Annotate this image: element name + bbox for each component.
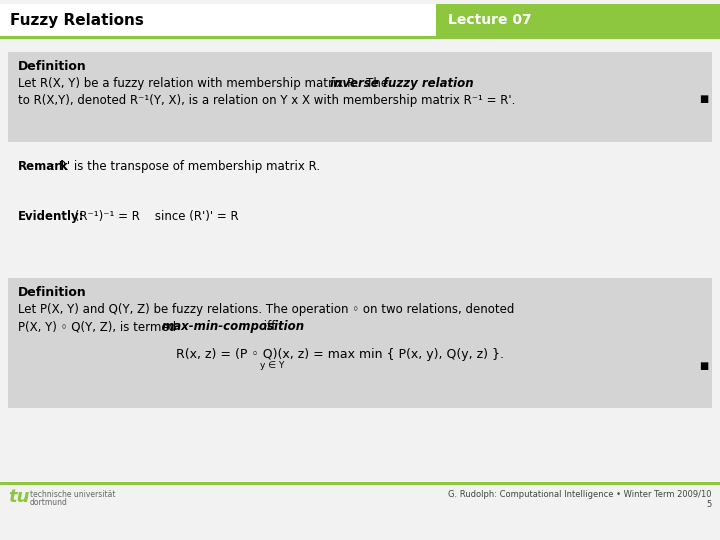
Text: P(X, Y) ◦ Q(Y, Z), is termed: P(X, Y) ◦ Q(Y, Z), is termed: [18, 320, 180, 333]
Bar: [8, 52, 712, 142]
Text: Evidently:: Evidently:: [18, 210, 84, 223]
Text: dortmund: dortmund: [30, 498, 68, 507]
Text: iff: iff: [261, 320, 276, 333]
Text: Fuzzy Relations: Fuzzy Relations: [10, 12, 144, 28]
Text: ■: ■: [698, 94, 708, 104]
Text: technische universität: technische universität: [30, 490, 115, 499]
Text: : R' is the transpose of membership matrix R.: : R' is the transpose of membership matr…: [51, 160, 320, 173]
Text: Let P(X, Y) and Q(Y, Z) be fuzzy relations. The operation ◦ on two relations, de: Let P(X, Y) and Q(Y, Z) be fuzzy relatio…: [18, 303, 514, 316]
Text: tu: tu: [8, 488, 30, 506]
Text: ■: ■: [698, 361, 708, 371]
Text: inverse fuzzy relation: inverse fuzzy relation: [330, 77, 474, 90]
Bar: [0, 4, 720, 36]
Text: Definition: Definition: [18, 286, 86, 299]
Text: (R⁻¹)⁻¹ = R    since (R')' = R: (R⁻¹)⁻¹ = R since (R')' = R: [71, 210, 239, 223]
Text: to R(X,Y), denoted R⁻¹(Y, X), is a relation on Y x X with membership matrix R⁻¹ : to R(X,Y), denoted R⁻¹(Y, X), is a relat…: [18, 94, 516, 107]
Bar: [436, 4, 720, 36]
Bar: [0, 36, 720, 39]
Bar: [0, 482, 720, 484]
Text: Let R(X, Y) be a fuzzy relation with membership matrix R.  The: Let R(X, Y) be a fuzzy relation with mem…: [18, 77, 392, 90]
Text: G. Rudolph: Computational Intelligence • Winter Term 2009/10: G. Rudolph: Computational Intelligence •…: [449, 490, 712, 499]
Text: 5: 5: [707, 500, 712, 509]
Text: y ∈ Y: y ∈ Y: [260, 361, 284, 370]
Text: Definition: Definition: [18, 60, 86, 73]
Text: max-min-composition: max-min-composition: [161, 320, 305, 333]
Text: Remark: Remark: [18, 160, 69, 173]
Bar: [8, 278, 712, 408]
Text: Lecture 07: Lecture 07: [448, 13, 531, 27]
Text: R(x, z) = (P ◦ Q)(x, z) = max min { P(x, y), Q(y, z) }.: R(x, z) = (P ◦ Q)(x, z) = max min { P(x,…: [176, 348, 504, 361]
